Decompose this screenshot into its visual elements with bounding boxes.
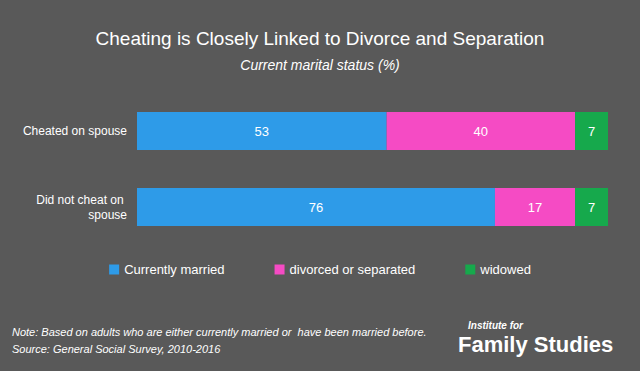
svg-text:17: 17	[528, 200, 542, 215]
svg-text:40: 40	[474, 124, 488, 139]
svg-text:Currently married: Currently married	[124, 262, 224, 277]
svg-text:Family Studies: Family Studies	[458, 332, 613, 357]
svg-text:Did not cheat on: Did not cheat on	[36, 193, 127, 207]
svg-text:7: 7	[588, 124, 595, 139]
svg-text:Cheating is Closely Linked to: Cheating is Closely Linked to Divorce an…	[96, 28, 545, 49]
svg-text:spouse: spouse	[88, 208, 127, 222]
svg-text:53: 53	[255, 124, 269, 139]
svg-text:Current marital status (%): Current marital status (%)	[240, 57, 399, 73]
svg-text:Note: Based on adults who are: Note: Based on adults who are either cur…	[12, 326, 427, 338]
svg-text:Source: General Social Survey,: Source: General Social Survey, 2010-2016	[12, 343, 221, 355]
svg-text:widowed: widowed	[479, 262, 531, 277]
svg-text:Institute for: Institute for	[468, 320, 524, 331]
svg-text:76: 76	[309, 200, 323, 215]
svg-text:divorced or separated: divorced or separated	[290, 262, 416, 277]
svg-text:7: 7	[588, 200, 595, 215]
svg-text:Cheated on spouse: Cheated on spouse	[23, 124, 127, 138]
